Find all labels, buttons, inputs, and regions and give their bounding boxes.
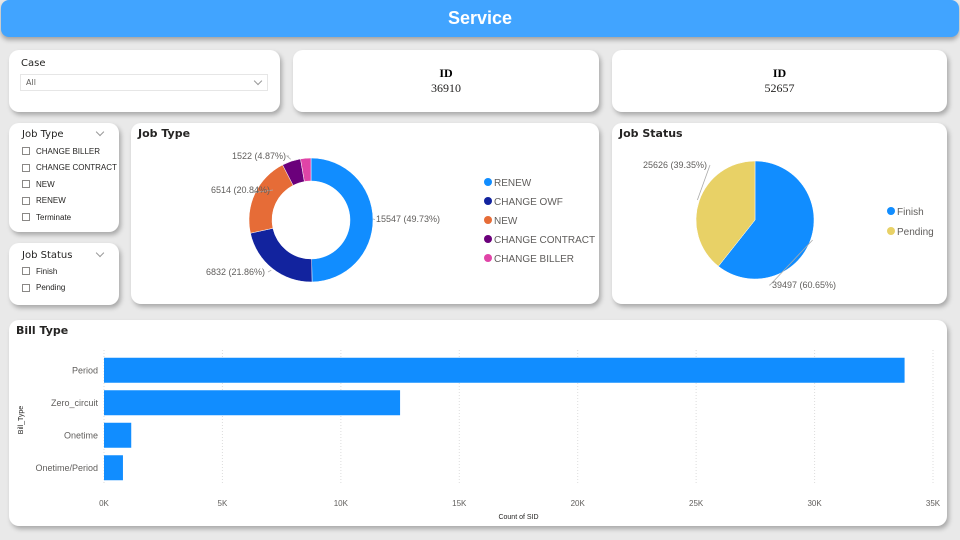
data-label: 6832 (21.86%) (206, 267, 265, 277)
job-type-option[interactable]: RENEW (22, 193, 117, 210)
legend-label[interactable]: RENEW (494, 178, 532, 189)
job-status-chart-title: Job Status (619, 127, 683, 140)
checkbox[interactable] (22, 267, 30, 276)
option-label: CHANGE BILLER (36, 146, 101, 156)
legend-label[interactable]: NEW (494, 216, 518, 227)
job-type-chart-card: Job Type 15547 (49.73%) 6832 (21.86%) 6514… (131, 123, 599, 304)
slice-change-biller[interactable] (300, 157, 312, 182)
page-title: Service (447, 8, 513, 28)
bar-zero-circuit[interactable] (104, 390, 401, 416)
checkbox[interactable] (22, 196, 30, 205)
y-axis-title: Bill_Type (18, 406, 25, 435)
legend-label[interactable]: Finish (897, 207, 924, 218)
kpi-card-1: ID 36910 (293, 50, 599, 112)
legend-marker (484, 197, 492, 205)
case-slicer: Case All (9, 50, 280, 112)
kpi-value: 36910 (431, 81, 461, 95)
legend-marker (887, 227, 895, 235)
legend-marker (484, 235, 492, 243)
bar-onetime[interactable] (104, 422, 132, 448)
x-tick-label: 15K (452, 499, 467, 508)
job-status-option[interactable]: Pending (22, 280, 65, 297)
job-type-slicer-title: Job Type (22, 129, 64, 140)
job-type-option[interactable]: NEW (22, 176, 117, 193)
chevron-down-icon[interactable] (95, 248, 105, 258)
kpi-card-2: ID 52657 (612, 50, 947, 112)
job-type-option[interactable]: Terminate (22, 209, 117, 226)
option-label: Finish (36, 266, 58, 276)
data-label: 15547 (49.73%) (376, 214, 440, 224)
y-tick-label: Onetime (64, 430, 98, 440)
job-status-options: Finish Pending (22, 263, 65, 296)
case-dropdown-value: All (26, 78, 36, 87)
leader-line (697, 164, 711, 201)
leader-line (285, 155, 291, 160)
option-label: NEW (36, 179, 55, 189)
x-tick-label: 35K (926, 499, 941, 508)
job-type-chart-title: Job Type (138, 127, 191, 140)
job-type-options: CHANGE BILLER CHANGE CONTRACT NEW RENEW … (22, 143, 117, 226)
checkbox[interactable] (22, 163, 30, 172)
kpi-value: 52657 (764, 81, 795, 95)
legend-marker (887, 207, 895, 215)
x-tick-label: 20K (571, 499, 586, 508)
case-dropdown[interactable]: All (20, 74, 268, 91)
legend-marker (484, 216, 492, 224)
job-type-slicer: Job Type CHANGE BILLER CHANGE CONTRACT N… (9, 123, 119, 232)
legend-marker (484, 178, 492, 186)
option-label: Terminate (36, 212, 72, 222)
slice-finish[interactable] (718, 160, 815, 280)
y-tick-label: Period (72, 365, 98, 375)
page-header: Service (1, 0, 959, 37)
legend-label[interactable]: Pending (897, 227, 934, 238)
x-tick-label: 5K (218, 499, 228, 508)
x-tick-label: 25K (689, 499, 704, 508)
x-tick-label: 10K (334, 499, 349, 508)
x-tick-label: 30K (807, 499, 822, 508)
checkbox[interactable] (22, 147, 30, 156)
data-label: 25626 (39.35%) (643, 160, 707, 170)
job-status-slicer: Job Status Finish Pending (9, 243, 119, 305)
bar-period[interactable] (104, 357, 905, 383)
bill-type-chart-title: Bill Type (16, 324, 69, 337)
job-type-donut-chart: 15547 (49.73%) 6832 (21.86%) 6514 (20.84%)… (206, 151, 595, 283)
legend-label[interactable]: CHANGE BILLER (494, 254, 574, 265)
option-label: RENEW (36, 196, 66, 206)
option-label: CHANGE CONTRACT (36, 163, 117, 173)
chevron-down-icon[interactable] (95, 127, 105, 137)
job-status-chart-card: Job Status 39497 (60.65%) 25626 (39.35%) F… (612, 123, 947, 304)
data-label: 39497 (60.65%) (772, 280, 836, 290)
job-type-option[interactable]: CHANGE BILLER (22, 143, 117, 160)
case-slicer-title: Case (21, 58, 46, 69)
bill-type-chart-card: Bill Type 0K 5K 10K 15K 20K 25K 30K 35K Period Ze… (9, 320, 947, 526)
legend-label[interactable]: CHANGE OWF (494, 197, 563, 208)
checkbox[interactable] (22, 283, 30, 292)
kpi-label: ID (439, 66, 453, 80)
x-axis-title: Count of SID (498, 514, 538, 521)
legend-marker (484, 254, 492, 262)
leader-line (253, 189, 274, 194)
leader-line (267, 269, 272, 273)
y-tick-label: Onetime/Period (35, 463, 98, 473)
chevron-down-icon (253, 76, 263, 86)
job-status-option[interactable]: Finish (22, 263, 65, 280)
slice-pending[interactable] (695, 160, 756, 267)
checkbox[interactable] (22, 213, 30, 222)
job-type-option[interactable]: CHANGE CONTRACT (22, 160, 117, 177)
bar-onetime-period[interactable] (104, 455, 123, 481)
job-status-pie-chart: 39497 (60.65%) 25626 (39.35%) Finish Pendin… (643, 160, 934, 290)
legend-label[interactable]: CHANGE CONTRACT (494, 235, 595, 246)
y-tick-label: Zero_circuit (51, 398, 99, 408)
kpi-label: ID (772, 66, 787, 80)
x-tick-label: 0K (99, 499, 109, 508)
option-label: Pending (36, 283, 66, 293)
data-label: 1522 (4.87%) (232, 151, 286, 161)
job-status-slicer-title: Job Status (22, 250, 73, 261)
leader-line (769, 239, 813, 286)
data-label: 6514 (20.84%) (211, 185, 270, 195)
slice-renew[interactable] (310, 157, 374, 283)
slice-new[interactable] (248, 164, 294, 234)
checkbox[interactable] (22, 180, 30, 189)
bill-type-bar-chart: 0K 5K 10K 15K 20K 25K 30K 35K Period Zero_circuit… (18, 350, 941, 521)
